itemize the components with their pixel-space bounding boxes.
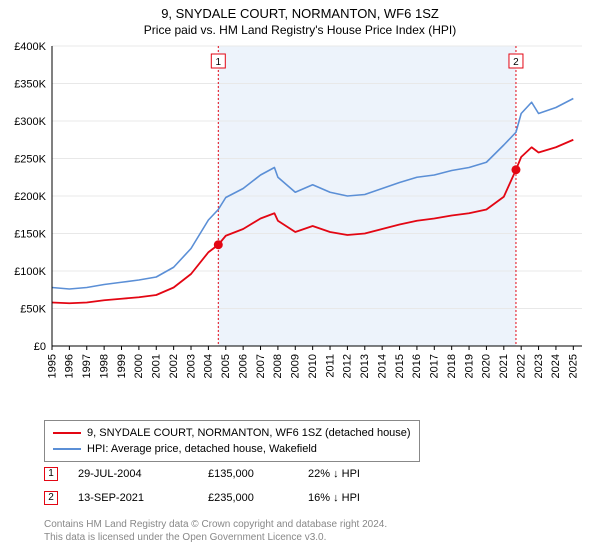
svg-text:2003: 2003	[185, 354, 197, 378]
svg-text:2025: 2025	[568, 354, 580, 378]
svg-text:2005: 2005	[220, 354, 232, 378]
svg-text:1996: 1996	[64, 354, 76, 378]
svg-text:£200K: £200K	[14, 191, 46, 203]
svg-text:2017: 2017	[429, 354, 441, 378]
svg-text:2015: 2015	[394, 354, 406, 378]
svg-text:1997: 1997	[81, 354, 93, 378]
svg-text:2004: 2004	[203, 354, 215, 378]
svg-text:2007: 2007	[255, 354, 267, 378]
svg-text:2002: 2002	[168, 354, 180, 378]
svg-text:£0: £0	[34, 341, 46, 353]
svg-text:2006: 2006	[237, 354, 249, 378]
events-table: 1 29-JUL-2004£135,00022% ↓ HPI 2 13-SEP-202…	[44, 462, 428, 510]
svg-text:2018: 2018	[446, 354, 458, 378]
svg-text:£100K: £100K	[14, 266, 46, 278]
event-badge: 1	[44, 467, 58, 481]
legend-label: HPI: Average price, detached house, Wake…	[87, 441, 317, 457]
event-date: 13-SEP-2021	[78, 486, 208, 510]
svg-text:2021: 2021	[498, 354, 510, 378]
svg-text:2016: 2016	[411, 354, 423, 378]
svg-text:£300K: £300K	[14, 116, 46, 128]
svg-text:2022: 2022	[515, 354, 527, 378]
legend-swatch	[53, 432, 81, 434]
event-date: 29-JUL-2004	[78, 462, 208, 486]
svg-text:2010: 2010	[307, 354, 319, 378]
event-badge: 2	[44, 491, 58, 505]
svg-text:£350K: £350K	[14, 79, 46, 91]
svg-text:2008: 2008	[272, 354, 284, 378]
svg-text:2013: 2013	[359, 354, 371, 378]
event-row: 1 29-JUL-2004£135,00022% ↓ HPI	[44, 462, 428, 486]
svg-text:2000: 2000	[133, 354, 145, 378]
svg-text:1: 1	[216, 57, 222, 68]
footer-attribution: Contains HM Land Registry data © Crown c…	[44, 518, 387, 544]
svg-text:1998: 1998	[98, 354, 110, 378]
legend-swatch	[53, 448, 81, 450]
svg-text:1995: 1995	[46, 354, 58, 378]
event-price: £135,000	[208, 462, 308, 486]
svg-text:2014: 2014	[376, 354, 388, 378]
event-delta: 22% ↓ HPI	[308, 462, 428, 486]
svg-text:2023: 2023	[533, 354, 545, 378]
svg-text:2020: 2020	[481, 354, 493, 378]
legend-item: 9, SNYDALE COURT, NORMANTON, WF6 1SZ (de…	[53, 425, 411, 441]
legend-label: 9, SNYDALE COURT, NORMANTON, WF6 1SZ (de…	[87, 425, 411, 441]
svg-text:2011: 2011	[324, 354, 336, 378]
chart-title: 9, SNYDALE COURT, NORMANTON, WF6 1SZ	[0, 6, 600, 21]
svg-text:1999: 1999	[116, 354, 128, 378]
svg-text:2019: 2019	[463, 354, 475, 378]
legend: 9, SNYDALE COURT, NORMANTON, WF6 1SZ (de…	[44, 420, 420, 462]
svg-text:2: 2	[513, 57, 519, 68]
event-price: £235,000	[208, 486, 308, 510]
svg-text:£50K: £50K	[20, 304, 46, 316]
svg-text:£400K: £400K	[14, 41, 46, 53]
svg-text:£150K: £150K	[14, 229, 46, 241]
event-delta: 16% ↓ HPI	[308, 486, 428, 510]
svg-text:2001: 2001	[151, 354, 163, 378]
chart-area: £0 £50K £100K £150K £200K £250K £300K £350K £400…	[0, 40, 600, 410]
legend-item: HPI: Average price, detached house, Wake…	[53, 441, 411, 457]
footer-line2: This data is licensed under the Open Gov…	[44, 531, 387, 544]
svg-text:£250K: £250K	[14, 154, 46, 166]
footer-line1: Contains HM Land Registry data © Crown c…	[44, 518, 387, 531]
event-row: 2 13-SEP-2021£235,00016% ↓ HPI	[44, 486, 428, 510]
svg-text:2009: 2009	[290, 354, 302, 378]
svg-text:2012: 2012	[342, 354, 354, 378]
chart-subtitle: Price paid vs. HM Land Registry's House …	[0, 23, 600, 37]
svg-text:2024: 2024	[550, 354, 562, 378]
